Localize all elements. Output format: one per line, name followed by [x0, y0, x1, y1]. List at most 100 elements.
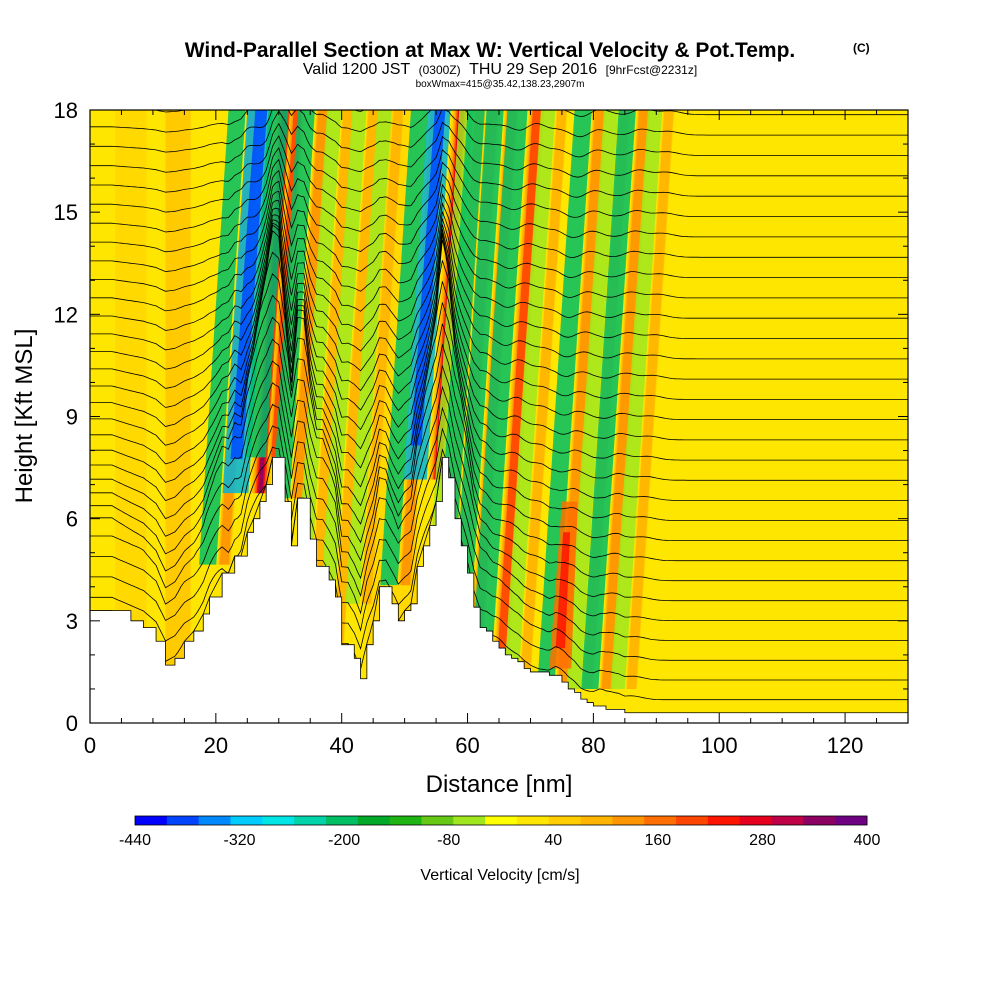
x-tick-label: 120: [827, 733, 864, 758]
colorbar-tick-label: 160: [645, 832, 672, 849]
colorbar-swatch: [516, 816, 550, 825]
isentrope-line: [90, 219, 908, 400]
colorbar-swatch: [612, 816, 645, 825]
colorbar-tick-label: -440: [119, 832, 151, 849]
colorbar-swatch: [707, 816, 741, 825]
valid-date: THU 29 Sep 2016: [469, 61, 597, 78]
isentrope-line: [90, 294, 908, 521]
isentrope-line: [90, 135, 908, 218]
isentrope-line: [90, 224, 908, 441]
downdraft-band: [345, 110, 392, 604]
downdraft-band: [471, 110, 528, 660]
x-tick-label: 0: [84, 733, 96, 758]
isentrope-line: [90, 382, 908, 602]
updraft-band: [313, 110, 353, 574]
downdraft-band: [610, 110, 663, 689]
downdraft-band: [199, 110, 246, 565]
downdraft-core: [410, 110, 446, 446]
isentrope-line: [90, 446, 908, 661]
colorbar-swatch: [421, 816, 454, 825]
isentrope-line: [90, 110, 908, 158]
updraft-band: [497, 110, 541, 660]
copyright-mark: (C): [853, 41, 870, 55]
updraft-band: [333, 110, 378, 652]
colorbar-swatch: [262, 816, 295, 825]
isentrope-line: [90, 158, 908, 258]
x-axis-label: Distance [nm]: [426, 771, 573, 798]
chart-title: Wind-Parallel Section at Max W: Vertical…: [185, 39, 796, 62]
isentrope-line: [90, 122, 908, 198]
x-tick-label: 40: [329, 733, 353, 758]
potential-temperature-contours: [90, 110, 908, 701]
updraft-band: [601, 110, 649, 689]
downdraft-band: [504, 110, 556, 672]
y-axis: 0 3 6 9 12 15 18: [54, 98, 908, 736]
y-tick-label: 15: [54, 200, 78, 225]
colorbar-swatch: [803, 816, 836, 825]
x-tick-label: 60: [455, 733, 479, 758]
isentrope-line: [90, 200, 908, 339]
isentrope-line: [90, 169, 908, 279]
isentrope-line: [90, 190, 908, 319]
valid-time: Valid 1200 JST: [303, 61, 411, 78]
isentrope-line: [90, 251, 908, 481]
y-axis-label: Height [Kft MSL]: [11, 329, 38, 504]
updraft-band: [361, 110, 403, 604]
isentrope-line: [150, 110, 908, 117]
x-tick-label: 100: [701, 733, 738, 758]
colorbar-swatch: [166, 816, 200, 825]
colorbar-swatch: [453, 816, 486, 825]
downdraft-band: [245, 110, 289, 458]
downdraft-band: [566, 110, 619, 689]
plot-area: [90, 110, 908, 723]
colorbar-swatch: [835, 816, 868, 825]
terrain-mask: [90, 456, 908, 723]
y-tick-label: 9: [66, 405, 78, 430]
isentrope-line: [90, 338, 908, 562]
isentrope-line: [90, 110, 908, 178]
colorbar-swatch: [198, 816, 231, 825]
x-tick-label: 20: [204, 733, 228, 758]
isentrope-line: [90, 457, 908, 681]
x-tick-label: 80: [581, 733, 605, 758]
colorbar-ticks: -440 -320 -200 -80 40 160 280 400: [119, 832, 880, 849]
forecast-info: [9hrFcst@2231z]: [606, 63, 698, 77]
colorbar-frame: [134, 815, 868, 826]
valid-utc: (0300Z): [419, 63, 461, 77]
box-info: boxWmax=415@35.42,138.23,2907m: [416, 79, 585, 90]
colorbar: [134, 815, 868, 826]
x-axis: 0 20 40 60 80 100 120: [84, 110, 909, 758]
downdraft-band: [380, 110, 429, 586]
colorbar-swatch: [389, 816, 422, 825]
updraft-band: [626, 110, 674, 689]
colorbar-swatch: [739, 816, 773, 825]
lee-updraft-core: [555, 532, 571, 649]
isentrope-line: [90, 180, 908, 299]
colorbar-tick-label: 280: [749, 832, 776, 849]
shade-patch: [706, 110, 896, 723]
isentrope-line: [90, 425, 908, 641]
colorbar-tick-label: -320: [224, 832, 256, 849]
colorbar-swatch: [644, 816, 677, 825]
isentrope-line: [90, 403, 908, 621]
colorbar-swatch: [580, 816, 613, 825]
colorbar-tick-label: 400: [854, 832, 881, 849]
y-tick-label: 6: [66, 507, 78, 532]
colorbar-swatch: [294, 816, 327, 825]
colorbar-swatch: [357, 816, 391, 825]
isentrope-line: [90, 110, 908, 138]
colorbar-tick-label: -80: [437, 832, 460, 849]
isentrope-line: [90, 207, 908, 360]
valid-time-line: Valid 1200 JST (0300Z) THU 29 Sep 2016 […: [303, 61, 697, 78]
y-tick-label: 18: [54, 98, 78, 123]
colorbar-swatch: [548, 816, 582, 825]
colorbar-swatch: [676, 816, 709, 825]
colorbar-swatch: [135, 816, 168, 825]
downdraft-band: [272, 110, 315, 499]
colorbar-swatch: [771, 816, 804, 825]
colorbar-swatch: [325, 816, 359, 825]
colorbar-tick-label: 40: [544, 832, 562, 849]
y-tick-label: 3: [66, 609, 78, 634]
isentrope-line: [90, 273, 908, 501]
